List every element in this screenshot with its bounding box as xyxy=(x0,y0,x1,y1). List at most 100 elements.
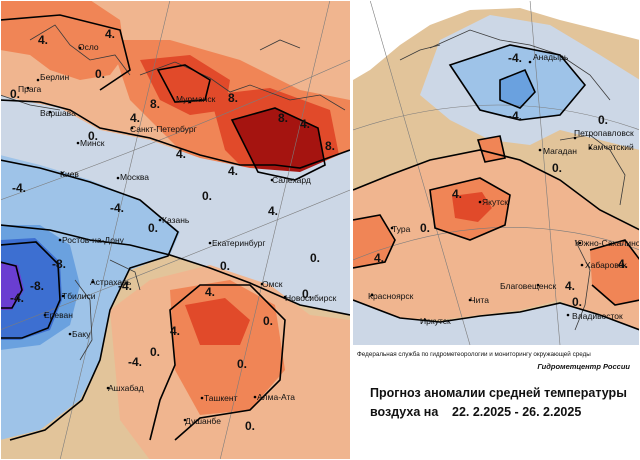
isoline-label: 0. xyxy=(237,357,247,371)
city-label: Осло xyxy=(78,42,99,52)
isoline-label: 0. xyxy=(148,221,158,235)
isoline-label: 0. xyxy=(598,113,608,127)
center-credit: Гидрометцентр России xyxy=(537,362,630,371)
city-label: Омск xyxy=(262,279,283,289)
west-graticule xyxy=(1,1,350,459)
isoline-label: 4. xyxy=(565,279,575,293)
city-label: Чита xyxy=(470,295,489,305)
west-neutral-band xyxy=(1,95,350,315)
city-label: Тура xyxy=(392,224,411,234)
city-label: Иркутск xyxy=(420,316,451,326)
city-label: Екатеринбург xyxy=(212,238,265,248)
isoline-label: -4. xyxy=(128,355,142,369)
isoline-label: 4. xyxy=(105,27,115,41)
east-city-labels: Анадырь Петропавловск Магадан Камчатский… xyxy=(368,52,639,326)
isoline-label: 4. xyxy=(618,257,628,271)
forecast-title-prefix: воздуха на xyxy=(370,405,439,419)
isoline-label: 4. xyxy=(38,33,48,47)
east-coastlines xyxy=(399,29,626,331)
isoline-label: 0. xyxy=(88,129,98,143)
isoline-label: 4. xyxy=(300,117,310,131)
west-coastlines xyxy=(1,24,346,361)
isoline-label: 0. xyxy=(220,259,230,273)
isoline-label: 8. xyxy=(325,139,335,153)
city-label: Казань xyxy=(162,215,190,225)
city-label: Салехард xyxy=(272,175,311,185)
west-warm-central-asia-core xyxy=(185,298,250,345)
isoline-label: 0. xyxy=(310,251,320,265)
isoline-label: 4. xyxy=(374,251,384,265)
city-label: Якутск xyxy=(482,197,508,207)
isoline-label: 4. xyxy=(170,324,180,338)
city-label: Варшава xyxy=(40,108,76,118)
city-label: Тбилиси xyxy=(62,291,96,301)
forecast-title: Прогноз аномалии средней температуры xyxy=(370,386,627,400)
city-label: Минск xyxy=(80,138,105,148)
city-label: Ростов-на-Дону xyxy=(62,235,125,245)
east-anomaly-fills xyxy=(353,1,639,345)
city-label: Магадан xyxy=(543,146,577,156)
isoline-label: -4. xyxy=(508,51,522,65)
isoline-label: 4. xyxy=(228,164,238,178)
isoline-label: 0. xyxy=(420,221,430,235)
east-warm-sakhalin xyxy=(590,240,639,305)
east-warm-south-band xyxy=(353,150,639,340)
isoline-label: -4. xyxy=(508,109,522,123)
city-label: Красноярск xyxy=(368,291,414,301)
west-isoline-labels: 4. 4. 0. 0. 0. 4. 8. 8. 4. 4. 8. 8. 4. 4… xyxy=(10,27,335,433)
west-warm-yamal-core xyxy=(232,108,325,180)
west-map: Осло Берлин Прага Варшава Мурманск Санкт… xyxy=(1,1,350,459)
isoline-label: -4. xyxy=(118,279,132,293)
isoline-label: 4. xyxy=(268,204,278,218)
city-label: Москва xyxy=(120,172,149,182)
isoline-label: -4. xyxy=(10,291,24,305)
forecast-period: 22. 2.2025 - 26. 2.2025 xyxy=(452,405,581,419)
city-label: Мурманск xyxy=(176,94,216,104)
city-label: Владивосток xyxy=(572,311,623,321)
west-city-labels: Осло Берлин Прага Варшава Мурманск Санкт… xyxy=(18,42,337,426)
map-divider xyxy=(350,0,353,460)
city-label: Петропавловск xyxy=(574,128,634,138)
isoline-label: 0. xyxy=(10,87,20,101)
city-label: Киев xyxy=(60,169,79,179)
isoline-label: 0. xyxy=(552,161,562,175)
city-label: Алма-Ата xyxy=(257,392,295,402)
east-cold-chukotka-inner xyxy=(500,70,535,108)
city-label: Благовещенск xyxy=(500,281,557,291)
city-label: Прага xyxy=(18,84,41,94)
west-warm-scandinavia xyxy=(1,1,125,80)
city-label: Анадырь xyxy=(533,52,569,62)
isoline-label: 8. xyxy=(150,97,160,111)
west-city-markers xyxy=(26,46,287,422)
isoline-label: 0. xyxy=(150,345,160,359)
isoline-label: -8. xyxy=(52,257,66,271)
city-label: Камчатский xyxy=(588,142,634,152)
isoline-label: 8. xyxy=(278,111,288,125)
isoline-label: 0. xyxy=(302,287,312,301)
isoline-label: 4. xyxy=(452,187,462,201)
isoline-label: 0. xyxy=(572,295,582,309)
east-map: Анадырь Петропавловск Магадан Камчатский… xyxy=(353,1,639,459)
isoline-label: 4. xyxy=(130,111,140,125)
city-label: Берлин xyxy=(40,72,69,82)
city-label: Ашхабад xyxy=(108,383,144,393)
east-neutral-south xyxy=(353,300,639,345)
isoline-label: 0. xyxy=(263,314,273,328)
isoline-label: 0. xyxy=(95,67,105,81)
east-warm-kolyma xyxy=(478,136,505,162)
city-label: Астрахань xyxy=(90,277,132,287)
isoline-label: 4. xyxy=(205,285,215,299)
east-city-markers xyxy=(370,60,592,322)
isoline-label: 4. xyxy=(176,147,186,161)
isoline-label: 0. xyxy=(245,419,255,433)
east-open-sea xyxy=(353,1,639,80)
city-label: Новосибирск xyxy=(285,293,337,303)
east-isolines xyxy=(353,44,639,331)
city-label: Душанбе xyxy=(185,416,221,426)
isoline-label: -4. xyxy=(12,181,26,195)
east-warm-yakutia-core xyxy=(452,192,492,222)
east-warm-tura xyxy=(353,215,395,268)
city-label: Хабаровск xyxy=(585,260,627,270)
west-anomaly-fills xyxy=(1,1,350,459)
